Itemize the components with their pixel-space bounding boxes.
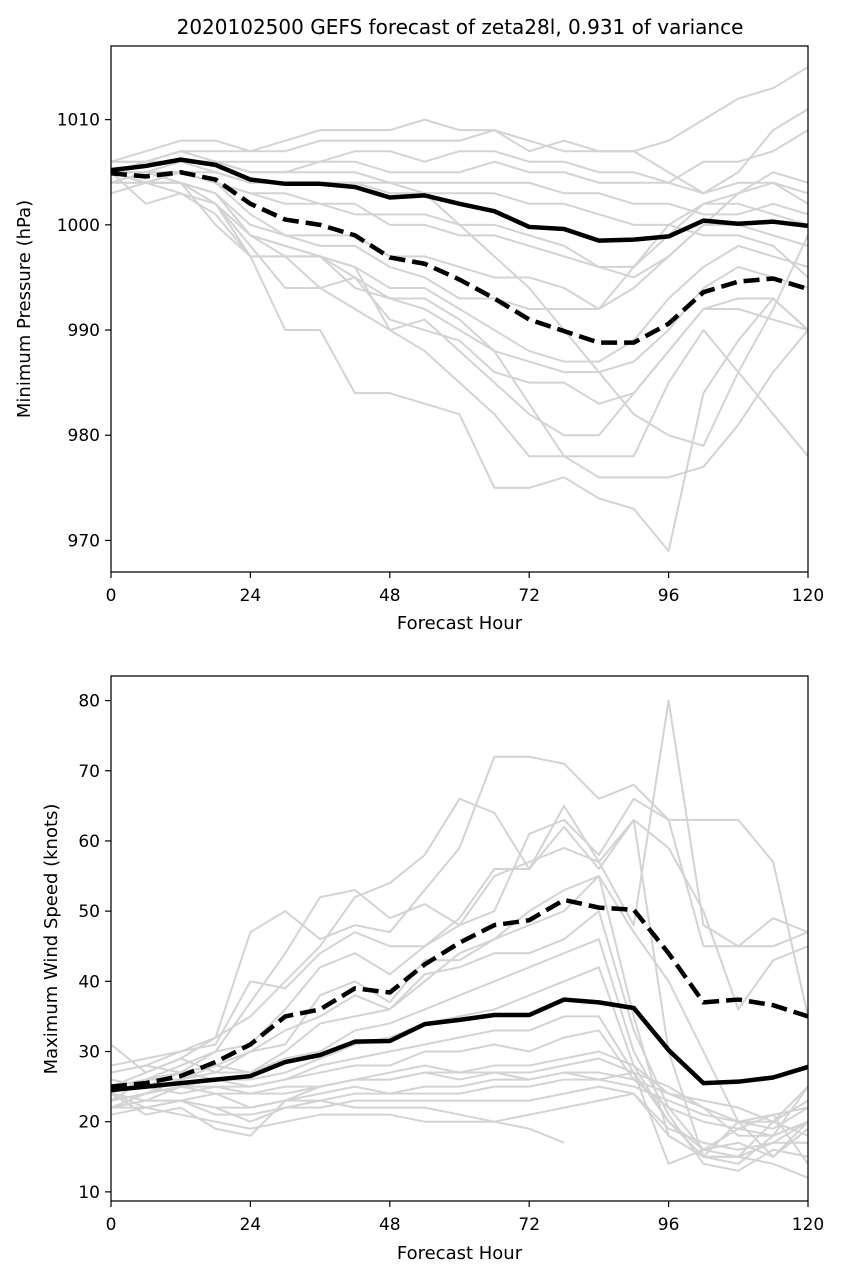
wind-y-ticks: 10 20 30 40 50 60 70 80 bbox=[78, 692, 111, 1203]
wind-y-axis-label: Maximum Wind Speed (knots) bbox=[41, 804, 62, 1075]
wind-y-tick-label-70: 70 bbox=[78, 762, 100, 782]
pressure-x-tick-label-48: 48 bbox=[379, 586, 401, 606]
wind-member-line-8 bbox=[110, 910, 809, 1158]
pressure-x-axis-label: Forecast Hour bbox=[397, 613, 523, 634]
wind-member-line-1 bbox=[110, 699, 809, 1074]
wind-member-line-6 bbox=[110, 875, 809, 1158]
wind-x-tick-label-120: 120 bbox=[792, 1215, 824, 1235]
pressure-x-tick-label-120: 120 bbox=[792, 586, 824, 606]
wind-y-tick-label-50: 50 bbox=[78, 902, 100, 922]
wind-member-line-5 bbox=[110, 818, 809, 1095]
wind-member-line-9 bbox=[110, 938, 809, 1172]
wind-member-line-18 bbox=[111, 1092, 809, 1179]
pressure-member-line-3 bbox=[110, 129, 809, 184]
chart-title: 2020102500 GEFS forecast of zeta28l, 0.9… bbox=[177, 15, 744, 39]
pressure-y-tick-label-980: 980 bbox=[68, 426, 100, 446]
pressure-y-tick-label-1000: 1000 bbox=[57, 216, 100, 236]
pressure-member-line-10 bbox=[111, 171, 809, 310]
wind-solid-line bbox=[110, 997, 809, 1093]
pressure-x-tick-label-0: 0 bbox=[106, 586, 117, 606]
wind-dashed-line bbox=[110, 897, 809, 1089]
pressure-x-tick-label-96: 96 bbox=[658, 586, 680, 606]
wind-y-tick-label-60: 60 bbox=[78, 832, 100, 852]
wind-member-line-17 bbox=[110, 1085, 808, 1151]
pressure-x-tick-label-24: 24 bbox=[240, 586, 262, 606]
wind-axes-frame bbox=[110, 675, 809, 1202]
wind-x-ticks: 0 24 48 72 96 120 bbox=[106, 1201, 824, 1235]
pressure-y-tick-label-990: 990 bbox=[68, 321, 100, 341]
wind-x-tick-label-24: 24 bbox=[240, 1215, 262, 1235]
pressure-member-line-9 bbox=[110, 171, 809, 310]
wind-member-line-11 bbox=[110, 1015, 809, 1158]
pressure-member-line-2 bbox=[110, 108, 809, 195]
wind-member-line-14 bbox=[110, 1057, 809, 1137]
wind-series-layer bbox=[110, 699, 809, 1179]
wind-member-line-16 bbox=[110, 1078, 809, 1123]
wind-member-line-12 bbox=[110, 1029, 809, 1137]
wind-member-line-4 bbox=[110, 818, 809, 1158]
pressure-y-tick-label-1010: 1010 bbox=[57, 111, 100, 131]
wind-y-tick-label-30: 30 bbox=[78, 1043, 100, 1063]
wind-y-tick-label-80: 80 bbox=[78, 692, 100, 712]
pressure-member-line-15 bbox=[110, 171, 809, 458]
wind-y-tick-label-10: 10 bbox=[78, 1183, 100, 1203]
pressure-panel: 0 24 48 72 96 120 970 980 990 1000 1010 Forecast … bbox=[14, 45, 824, 634]
pressure-series-layer bbox=[110, 66, 809, 552]
wind-member-line-15 bbox=[110, 1071, 809, 1130]
wind-member-line-19 bbox=[110, 1099, 565, 1144]
pressure-x-ticks: 0 24 48 72 96 120 bbox=[106, 572, 824, 606]
pressure-member-line-16 bbox=[110, 171, 809, 552]
wind-x-tick-label-48: 48 bbox=[379, 1215, 401, 1235]
pressure-y-axis-label: Minimum Pressure (hPa) bbox=[14, 200, 35, 418]
pressure-member-line-6 bbox=[111, 160, 809, 279]
wind-y-tick-label-40: 40 bbox=[78, 972, 100, 992]
pressure-y-tick-label-970: 970 bbox=[68, 531, 100, 551]
pressure-member-line-17 bbox=[110, 181, 809, 479]
wind-member-line-20 bbox=[110, 1064, 809, 1165]
wind-panel: 0 24 48 72 96 120 10 20 30 40 50 60 70 80 Forecast H… bbox=[41, 675, 824, 1264]
wind-x-axis-label: Forecast Hour bbox=[397, 1243, 523, 1264]
pressure-member-line-1 bbox=[110, 66, 809, 163]
pressure-member-line-18 bbox=[111, 150, 809, 447]
wind-x-tick-label-72: 72 bbox=[518, 1215, 540, 1235]
pressure-y-ticks: 970 980 990 1000 1010 bbox=[57, 111, 111, 551]
wind-y-tick-label-20: 20 bbox=[78, 1113, 100, 1133]
pressure-solid-line bbox=[110, 157, 809, 243]
pressure-member-line-14 bbox=[110, 171, 809, 437]
pressure-x-tick-label-72: 72 bbox=[518, 586, 540, 606]
pressure-dashed-line bbox=[110, 169, 809, 345]
wind-x-tick-label-96: 96 bbox=[658, 1215, 680, 1235]
wind-member-line-3 bbox=[110, 797, 809, 1102]
wind-x-tick-label-0: 0 bbox=[106, 1215, 117, 1235]
wind-member-line-2 bbox=[110, 755, 809, 1088]
pressure-axes-frame bbox=[110, 45, 809, 573]
